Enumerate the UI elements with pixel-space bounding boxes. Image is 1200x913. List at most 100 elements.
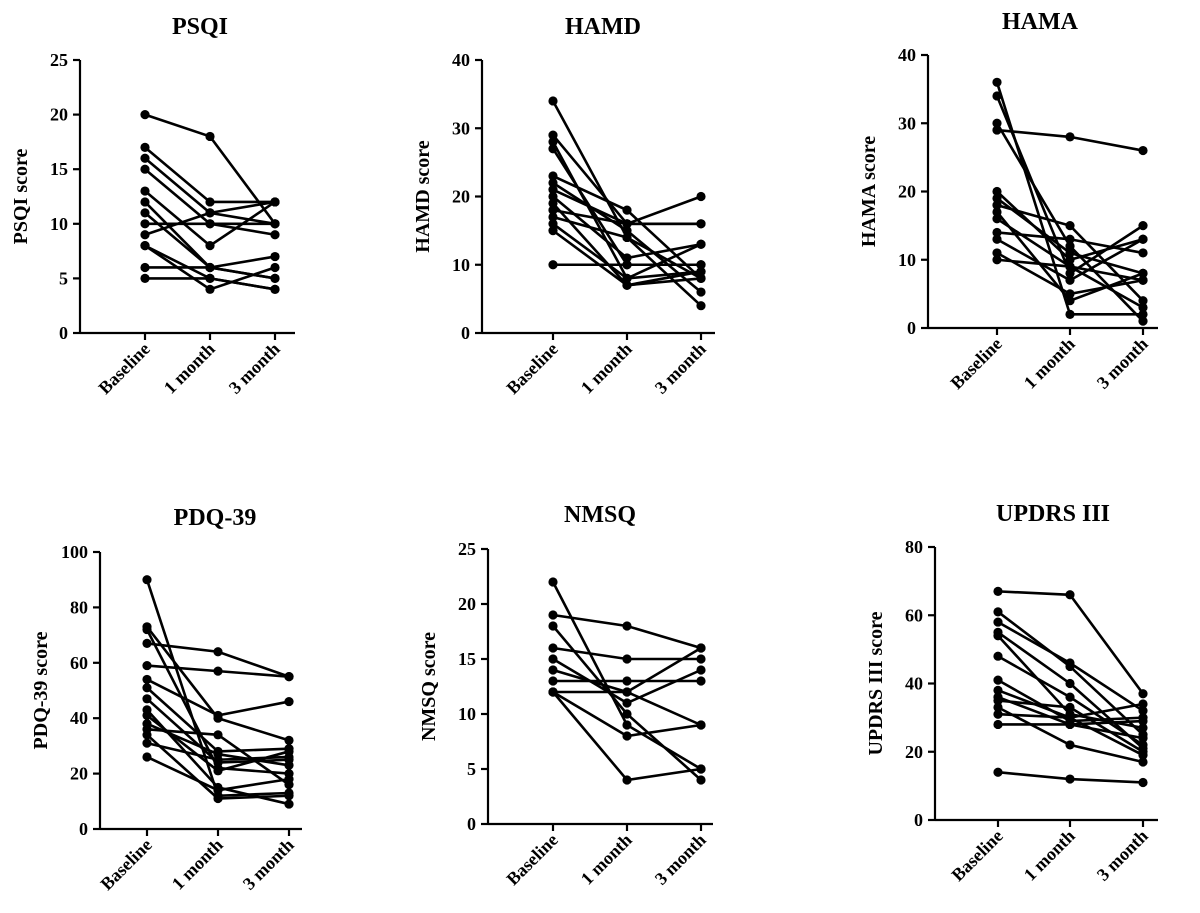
data-point — [1065, 241, 1075, 251]
data-point — [1138, 234, 1148, 244]
data-point — [1065, 678, 1075, 689]
data-point — [622, 709, 632, 719]
data-point — [548, 610, 558, 620]
data-point — [140, 230, 150, 240]
data-point — [622, 232, 632, 243]
data-point — [993, 586, 1003, 596]
data-point — [1065, 261, 1075, 272]
data-point — [548, 205, 558, 215]
data-point — [993, 675, 1003, 685]
data-point — [213, 710, 223, 721]
data-point — [548, 260, 558, 270]
y-tick-label: 0 — [461, 323, 470, 343]
data-point — [993, 631, 1003, 641]
data-point — [142, 638, 152, 649]
data-point — [992, 91, 1002, 101]
data-point — [992, 77, 1002, 87]
data-point — [696, 301, 706, 311]
data-point — [284, 752, 294, 762]
y-tick-label: 40 — [452, 50, 470, 70]
y-tick-label: 5 — [467, 759, 476, 779]
pdq-39-title: PDQ-39 — [174, 505, 257, 531]
x-tick-label: 1 month — [1020, 334, 1079, 393]
data-point — [993, 695, 1003, 706]
data-point — [993, 709, 1003, 719]
y-tick-label: 20 — [70, 764, 88, 784]
y-tick-label: 10 — [50, 214, 68, 234]
y-tick-label: 30 — [898, 113, 916, 133]
data-point — [213, 647, 223, 657]
data-point — [142, 624, 152, 635]
data-point — [622, 273, 632, 283]
data-point — [993, 767, 1003, 777]
data-point — [1065, 309, 1075, 319]
data-point — [1138, 296, 1148, 306]
data-point — [205, 197, 215, 207]
data-point — [1065, 692, 1075, 702]
data-point — [1065, 132, 1075, 142]
x-tick-label: 1 month — [577, 339, 636, 398]
data-point — [622, 219, 632, 229]
data-point — [142, 674, 152, 685]
data-point — [213, 730, 223, 740]
x-tick-label: Baseline — [947, 826, 1006, 885]
data-point — [992, 234, 1002, 244]
data-point — [548, 130, 558, 140]
data-point — [992, 118, 1002, 128]
data-point — [142, 683, 152, 693]
y-tick-label: 20 — [898, 182, 916, 202]
y-tick-label: 20 — [905, 742, 923, 762]
data-point — [548, 676, 558, 686]
psqi-title: PSQI — [172, 14, 228, 40]
data-point — [993, 685, 1003, 695]
nmsq-y-axis-label: NMSQ score — [418, 632, 440, 741]
data-point — [1138, 706, 1148, 716]
data-point — [213, 785, 223, 795]
data-point — [213, 755, 223, 765]
x-tick-label: Baseline — [502, 830, 561, 889]
y-tick-label: 40 — [898, 45, 916, 65]
data-point — [548, 687, 558, 697]
x-tick-label: 1 month — [577, 830, 636, 889]
series-line — [146, 678, 290, 717]
y-tick-label: 0 — [914, 810, 923, 830]
data-point — [992, 255, 1002, 265]
data-point — [270, 197, 280, 207]
data-point — [1138, 248, 1148, 258]
y-tick-label: 20 — [452, 187, 470, 207]
panel-hama: HAMA HAMA score 0 10 20 30 40 Baseline 1 month 3 … — [858, 9, 1158, 393]
y-tick-label: 0 — [59, 323, 68, 343]
y-tick-label: 15 — [50, 159, 68, 179]
data-point — [992, 200, 1002, 210]
data-point — [142, 660, 152, 671]
data-point — [1138, 145, 1148, 156]
data-point — [622, 731, 632, 741]
data-point — [992, 227, 1002, 238]
data-point — [1065, 713, 1075, 723]
data-point — [1065, 289, 1075, 299]
data-point — [1138, 275, 1148, 285]
data-point — [696, 266, 706, 277]
series-line — [997, 590, 1145, 695]
data-point — [993, 607, 1003, 617]
data-point — [140, 142, 150, 152]
data-point — [142, 738, 152, 748]
data-point — [1138, 309, 1148, 319]
data-point — [270, 251, 280, 262]
y-tick-label: 60 — [70, 653, 88, 673]
data-point — [696, 665, 706, 675]
data-point — [140, 219, 150, 229]
data-point — [205, 273, 215, 283]
data-point — [622, 654, 632, 664]
y-tick-label: 25 — [50, 50, 68, 70]
data-point — [1138, 750, 1148, 760]
x-tick-label: Baseline — [96, 835, 155, 894]
data-point — [1065, 702, 1075, 712]
y-tick-label: 10 — [898, 250, 916, 270]
data-point — [1138, 699, 1148, 709]
data-point — [622, 720, 632, 730]
data-point — [622, 621, 632, 631]
data-point — [696, 720, 706, 730]
data-point — [548, 198, 558, 208]
